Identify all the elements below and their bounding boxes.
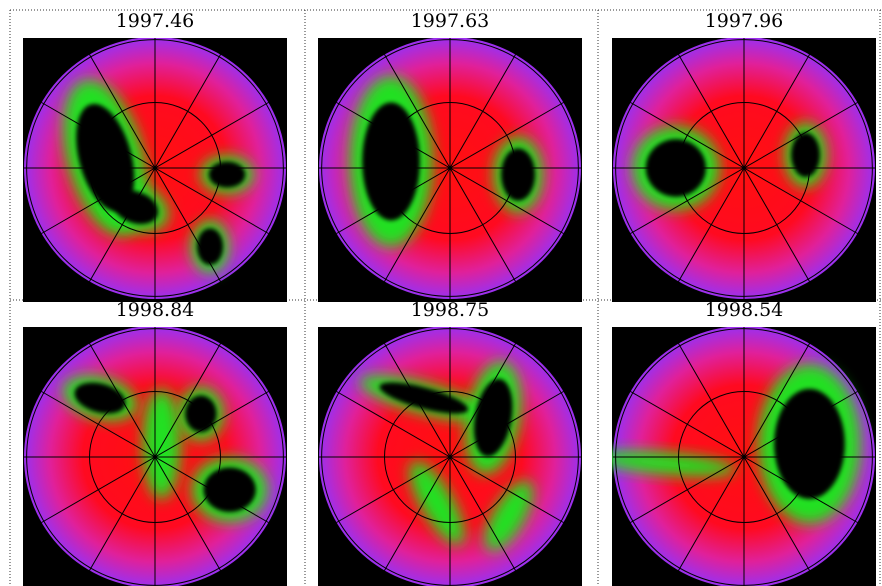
grid-spoke [384, 343, 516, 571]
blob [74, 382, 126, 414]
polar-image [23, 38, 287, 302]
blob [774, 388, 845, 499]
grid-spoke [678, 343, 810, 571]
panel-label: 1997.96 [705, 10, 784, 32]
panel-label: 1997.46 [116, 10, 195, 32]
panel-label: 1998.75 [411, 299, 490, 321]
polar-image [612, 327, 876, 586]
panel-label: 1998.84 [116, 299, 195, 321]
blob [208, 161, 246, 188]
polar-image [318, 327, 582, 586]
blob [142, 388, 181, 499]
blob [501, 148, 536, 201]
polar-image [612, 38, 876, 302]
polar-image [318, 38, 582, 302]
blob [362, 102, 420, 221]
blob [791, 132, 820, 178]
polar-image [23, 327, 287, 586]
blob [185, 395, 217, 433]
panel-label: 1997.63 [411, 10, 490, 32]
blob [112, 190, 159, 225]
image-content [612, 327, 876, 586]
blob [379, 382, 469, 414]
image-content [612, 38, 876, 302]
image-content [318, 38, 582, 302]
grid-spoke [89, 343, 221, 571]
image-content [23, 38, 287, 302]
image-content [318, 327, 582, 586]
blob [409, 461, 465, 545]
grid-spoke [384, 54, 516, 282]
grid-spoke [678, 54, 810, 282]
panel-label: 1998.54 [705, 299, 784, 321]
image-content [23, 327, 287, 586]
grid-spoke [89, 54, 221, 282]
blob [196, 228, 224, 265]
